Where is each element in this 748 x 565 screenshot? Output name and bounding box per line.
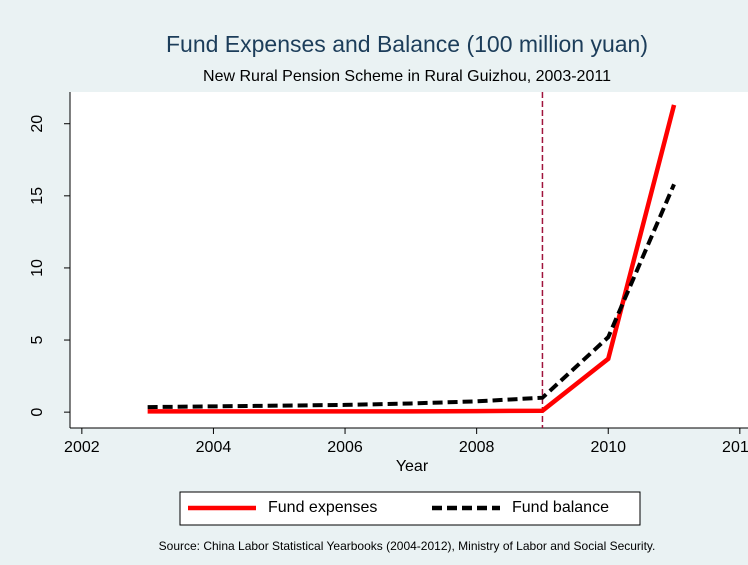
series-line — [147, 183, 676, 410]
x-tick-label: 2004 — [196, 439, 232, 456]
y-tick-label: 15 — [29, 187, 46, 205]
chart-title: Fund Expenses and Balance (100 million y… — [166, 31, 648, 57]
x-tick-label: 2002 — [64, 439, 100, 456]
legend — [179, 491, 641, 526]
plot-area — [70, 92, 748, 428]
y-tick-label: 0 — [29, 408, 46, 417]
x-tick-label: 2010 — [590, 439, 626, 456]
legend-label: Fund balance — [512, 499, 609, 516]
source-note: Source: China Labor Statistical Yearbook… — [159, 539, 656, 553]
series-line — [147, 104, 677, 414]
x-axis-label: Year — [396, 458, 429, 475]
y-tick-label: 10 — [29, 259, 46, 277]
x-tick-label: 2012 — [722, 439, 748, 456]
x-tick-label: 2006 — [327, 439, 363, 456]
x-tick-label: 2008 — [459, 439, 495, 456]
y-tick-label: 5 — [29, 335, 46, 344]
legend-label: Fund expenses — [268, 499, 377, 516]
y-tick-label: 20 — [29, 115, 46, 133]
chart-subtitle: New Rural Pension Scheme in Rural Guizho… — [203, 68, 611, 85]
